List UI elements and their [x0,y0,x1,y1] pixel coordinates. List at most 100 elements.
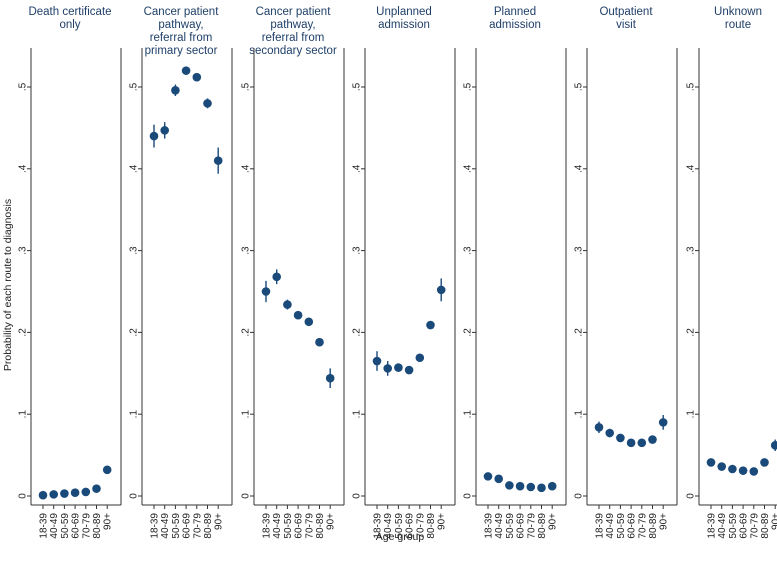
x-tick-label: 90+ [103,513,114,530]
x-tick-label: 70-79 [526,513,537,539]
x-axis-title: Age group [376,531,425,543]
y-tick-label: .4 [129,164,140,173]
x-tick-label: 90+ [771,513,777,530]
panel-title-line: referral from [262,32,325,44]
panel-title-line: secondary sector [249,45,337,57]
data-point [102,465,112,475]
data-point [770,440,777,450]
x-tick-label: 80-89 [537,513,548,539]
y-tick-label: .2 [574,328,585,337]
data-point [261,287,271,296]
x-tick-label: 18-39 [595,513,606,539]
x-tick-label: 40-49 [494,513,505,539]
y-tick-label: .3 [241,246,252,255]
x-tick-label: 40-49 [605,513,616,539]
y-tick-label: 0 [129,493,140,499]
data-point [81,487,91,497]
x-tick-label: 40-49 [160,513,171,539]
data-point [537,483,546,493]
x-tick-label: 90+ [214,513,225,530]
panel-title-line: only [59,19,80,31]
y-tick-label: .1 [129,410,140,419]
y-tick-label: .1 [463,410,474,419]
y-tick-label: .4 [352,164,363,173]
data-point [415,353,425,363]
x-tick-label: 50-59 [728,513,739,539]
data-point [738,466,748,475]
x-tick-label: 40-49 [717,513,728,539]
y-tick-label: .4 [686,164,697,173]
y-tick-label: .2 [686,328,697,337]
x-tick-label: 60-69 [627,513,638,539]
y-tick-label: .5 [463,82,474,91]
data-point [547,481,557,491]
data-point [293,310,303,320]
x-tick-label: 50-59 [505,513,516,539]
y-tick-label: .2 [463,328,474,337]
x-tick-label: 90+ [548,513,559,530]
data-point [637,438,647,448]
data-point [404,365,414,375]
data-point [436,285,446,295]
y-tick-label: .2 [352,328,363,337]
y-tick-label: .1 [574,410,585,419]
data-point [594,422,604,432]
x-tick-label: 18-39 [39,513,50,539]
panel-title-line: Planned [494,6,536,18]
data-point [70,488,80,498]
x-tick-label: 80-89 [648,513,659,539]
data-point [171,85,180,95]
x-tick-label: 18-39 [484,513,495,539]
panel-title-line: Unplanned [376,6,432,18]
x-tick-label: 50-59 [283,513,294,539]
y-tick-label: .3 [463,246,474,255]
panel-title-line: Cancer patient [144,6,220,18]
data-point [760,458,769,467]
data-point [706,458,716,467]
data-point [304,317,314,327]
x-tick-label: 50-59 [171,513,182,539]
x-tick-label: 60-69 [71,513,82,539]
x-tick-label: 60-69 [294,513,305,539]
panel-title-line: route [725,19,751,31]
x-tick-label: 40-49 [383,513,394,539]
y-tick-label: .5 [574,82,585,91]
x-tick-label: 60-69 [516,513,527,539]
data-point [192,72,202,82]
data-point [160,126,169,135]
data-point [60,489,69,498]
data-point [394,363,403,372]
y-axis-title: Probability of each route to diagnosis [2,199,14,371]
x-tick-label: 18-39 [707,513,718,539]
x-tick-label: 40-49 [49,513,60,539]
x-tick-label: 18-39 [150,513,161,539]
x-tick-label: 80-89 [203,513,214,539]
y-tick-label: .3 [129,246,140,255]
data-point [505,481,514,490]
x-tick-label: 70-79 [415,513,426,539]
y-tick-label: .1 [352,410,363,419]
panel-title-line: Death certificate [28,6,111,18]
y-tick-label: .3 [574,246,585,255]
data-point [181,66,191,75]
x-tick-label: 70-79 [192,513,203,539]
data-point [626,438,636,448]
x-tick-label: 40-49 [272,513,283,539]
x-tick-label: 50-59 [60,513,71,539]
data-point [213,156,223,165]
y-tick-label: 0 [463,493,474,499]
x-tick-label: 60-69 [739,513,750,539]
panel-title-line: referral from [150,32,213,44]
panel-title-line: admission [378,19,430,31]
data-point [272,272,282,282]
panel-title-line: primary sector [145,45,218,57]
y-tick-label: 0 [352,493,363,499]
data-point [38,490,48,500]
panel-title-line: visit [616,19,637,31]
